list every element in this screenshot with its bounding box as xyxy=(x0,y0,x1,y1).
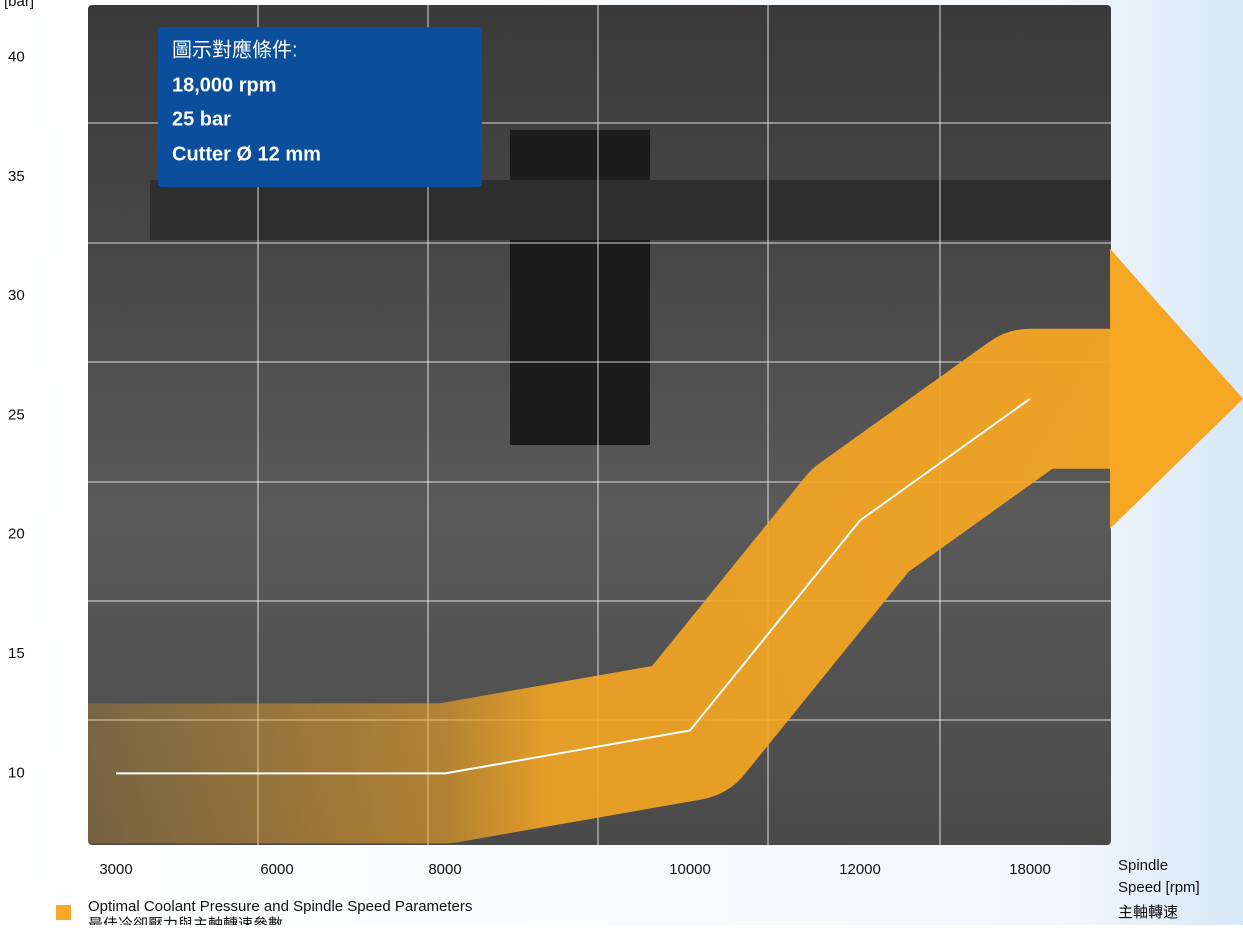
machine-part xyxy=(150,180,1111,240)
y-tick-label: 10 xyxy=(8,764,25,781)
x-tick-label: 10000 xyxy=(669,861,711,878)
annotation-title: 圖示對應條件: xyxy=(172,37,298,61)
tool-holder xyxy=(510,130,650,445)
legend-swatch xyxy=(56,905,71,920)
y-tick-label: 20 xyxy=(8,526,25,543)
annotation-line: Cutter Ø 12 mm xyxy=(172,143,321,165)
x-tick-label: 3000 xyxy=(99,861,132,878)
y-tick-label: 35 xyxy=(8,168,25,185)
x-tick-label: 18000 xyxy=(1009,861,1051,878)
x-tick-label: 8000 xyxy=(428,861,461,878)
annotation-box xyxy=(158,27,482,187)
y-tick-label: 30 xyxy=(8,287,25,304)
arrow-head xyxy=(1110,248,1243,529)
x-tick-label: 12000 xyxy=(839,861,881,878)
x-axis-label-zh: 主軸轉速 xyxy=(1118,904,1178,921)
y-tick-label: 40 xyxy=(8,48,25,65)
annotation-line: 18,000 rpm xyxy=(172,74,277,96)
legend-label-zh: 最佳冷卻壓力與主軸轉速參數 xyxy=(88,916,283,925)
series-line xyxy=(116,397,1031,775)
x-tick-label: 6000 xyxy=(260,861,293,878)
x-axis-label: Spindle Speed [rpm] xyxy=(1118,857,1200,896)
y-tick-label: 25 xyxy=(8,406,25,423)
y-axis-label: [bar] xyxy=(4,0,34,10)
legend-label: Optimal Coolant Pressure and Spindle Spe… xyxy=(88,898,472,915)
y-tick-label: 15 xyxy=(8,645,25,662)
annotation-line: 25 bar xyxy=(172,108,231,130)
